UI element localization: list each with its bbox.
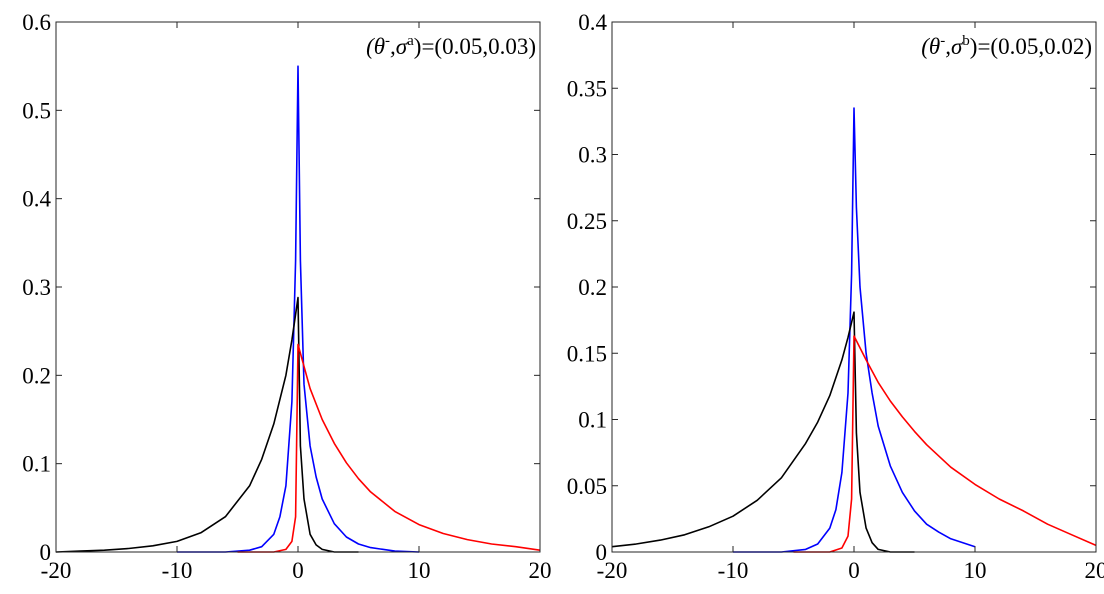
y-tick-label: 0.3 [22, 275, 51, 300]
y-tick-label: 0.2 [578, 275, 607, 300]
y-tick-label: 0.4 [22, 187, 51, 212]
y-tick-label: 0.6 [22, 10, 51, 35]
y-tick-label: 0.4 [578, 10, 607, 35]
y-tick-label: 0 [596, 540, 608, 565]
x-tick-label: 10 [408, 558, 431, 583]
parameter-annotation: (θ-,σa)=(0.05,0.03) [366, 33, 536, 59]
x-tick-label: -20 [41, 558, 72, 583]
x-tick-label: 20 [529, 558, 552, 583]
y-tick-label: 0 [40, 540, 52, 565]
y-tick-label: 0.35 [567, 76, 607, 101]
x-tick-label: 10 [964, 558, 987, 583]
y-tick-label: 0.3 [578, 143, 607, 168]
series-line-0 [733, 107, 976, 553]
series-line-2 [793, 335, 1097, 553]
series-line-1 [55, 296, 359, 553]
y-tick-label: 0.2 [22, 363, 51, 388]
parameter-annotation: (θ-,σb)=(0.05,0.02) [921, 33, 1092, 59]
right-panel: -20 -10 0 10 20 0 0.05 0.1 0.15 0.2 0.25 0.3 0.35 0.4… [567, 10, 1104, 583]
y-tick-label: 0.1 [578, 408, 607, 433]
x-tick-label: -10 [162, 558, 193, 583]
series-line-2 [237, 343, 541, 553]
series-line-1 [611, 311, 915, 553]
x-tick-label: -10 [718, 558, 749, 583]
x-tick-label: 20 [1085, 558, 1104, 583]
y-tick-label: 0.1 [22, 452, 51, 477]
y-tick-label: 0.15 [567, 341, 607, 366]
plot-frame [611, 21, 1097, 553]
left-panel: -20 -10 0 10 20 0 0.1 0.2 0.3 0.4 0.5 0.6 (θ-,σa)=(0… [22, 10, 551, 583]
y-tick-label: 0.5 [22, 98, 51, 123]
x-tick-label: 0 [848, 558, 860, 583]
x-tick-label: -20 [597, 558, 628, 583]
y-tick-label: 0.05 [567, 474, 607, 499]
series-line-0 [177, 65, 420, 553]
x-tick-label: 0 [292, 558, 304, 583]
y-tick-label: 0.25 [567, 209, 607, 234]
